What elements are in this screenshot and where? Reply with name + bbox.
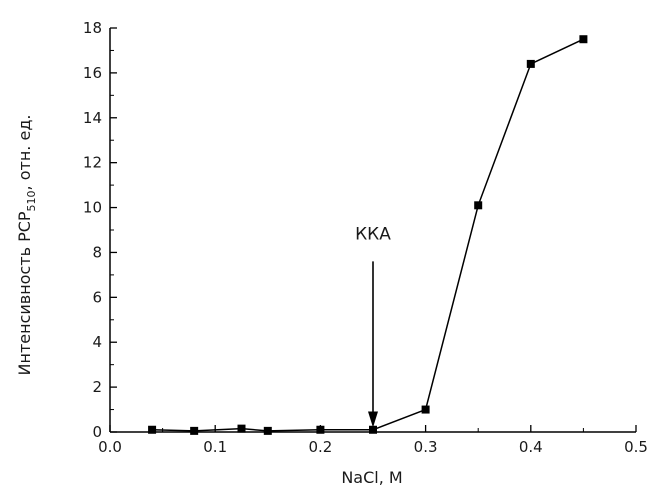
y-tick-label: 4: [92, 333, 102, 351]
data-point: [369, 425, 377, 434]
data-point: [190, 426, 199, 435]
x-axis-label: NaCl, M: [341, 468, 402, 487]
x-tick-label: 0.0: [98, 438, 122, 456]
x-tick-label: 0.4: [519, 438, 543, 456]
y-tick-label: 14: [83, 109, 102, 127]
y-tick-label: 0: [92, 423, 102, 441]
data-point: [148, 425, 157, 434]
y-tick-label: 16: [83, 64, 102, 82]
y-tick-label: 6: [92, 288, 102, 306]
data-point: [526, 59, 535, 68]
annotation-arrow-head: [368, 411, 378, 428]
y-tick-label: 8: [92, 243, 102, 261]
data-point: [316, 425, 325, 434]
data-point: [579, 35, 588, 44]
x-tick-label: 0.2: [308, 438, 332, 456]
y-tick-label: 12: [83, 154, 102, 172]
y-tick-label: 18: [83, 19, 102, 37]
data-point: [421, 405, 430, 414]
x-tick-label: 0.1: [203, 438, 227, 456]
y-tick-label: 10: [83, 199, 102, 217]
y-axis-label-subscript: 510: [25, 190, 38, 211]
series-line: [152, 38, 584, 432]
ticks: 0.0 0.1 0.2 0.3 0.4 0.5 0 2 4 6 8 10 12 14 16 18: [83, 19, 648, 456]
annotations: ККА: [355, 224, 391, 428]
y-tick-label: 2: [92, 378, 102, 396]
data-series: [148, 35, 588, 435]
data-point: [474, 201, 483, 210]
x-tick-label: 0.3: [414, 438, 438, 456]
data-point: [237, 424, 246, 433]
data-point: [263, 426, 272, 435]
x-tick-label: 0.5: [624, 438, 648, 456]
annotation-label: ККА: [355, 224, 391, 244]
y-axis-label: Интенсивность РСР510, отн. ед.: [15, 115, 38, 376]
